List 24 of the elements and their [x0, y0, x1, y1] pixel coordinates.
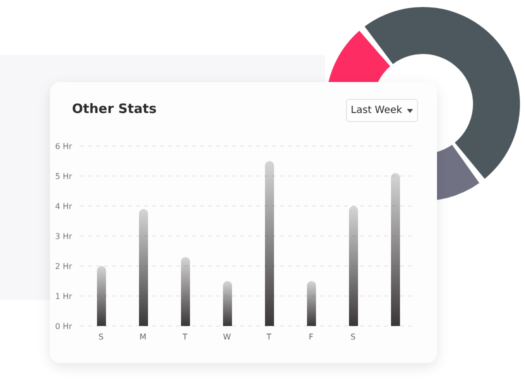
bar [391, 173, 400, 326]
bar [349, 206, 358, 326]
x-tick-label: W [223, 332, 232, 342]
text: Last Week [350, 105, 402, 116]
chart-title: Other Stats [72, 102, 157, 117]
y-tick-label: 3 Hr [55, 232, 73, 241]
x-tick-label: T [266, 332, 272, 342]
x-tick-label: T [182, 332, 188, 342]
bar [139, 209, 148, 326]
x-tick-label: S [98, 332, 104, 342]
x-tick-label: F [308, 332, 314, 342]
bar [307, 281, 316, 326]
y-tick-label: 0 Hr [55, 322, 73, 331]
bar [181, 257, 190, 326]
bar [97, 266, 106, 326]
y-tick-label: 2 Hr [55, 262, 73, 271]
y-tick-label: 5 Hr [55, 172, 73, 181]
y-tick-label: 6 Hr [55, 142, 73, 151]
bar [223, 281, 232, 326]
bar [265, 161, 274, 326]
x-tick-label: S [350, 332, 356, 342]
x-tick-label: M [140, 332, 147, 342]
y-tick-label: 1 Hr [55, 292, 73, 301]
y-tick-label: 4 Hr [55, 202, 73, 211]
